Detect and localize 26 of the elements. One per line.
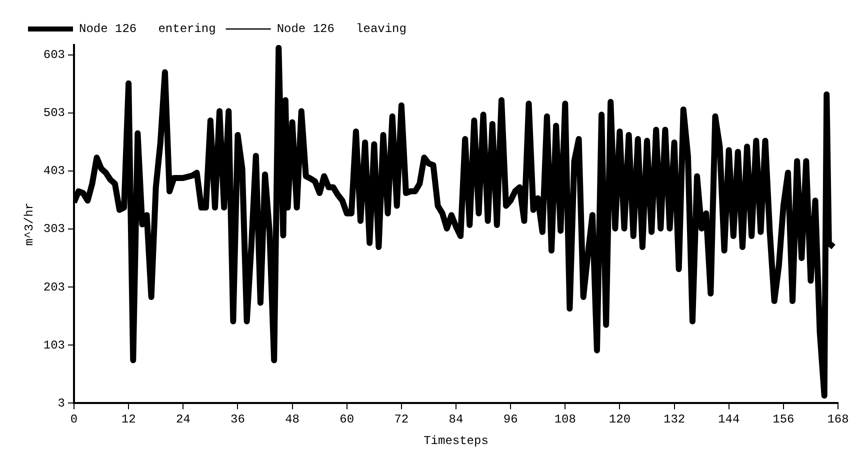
x-axis-title: Timesteps xyxy=(424,434,488,448)
x-tick-label: 168 xyxy=(827,412,849,427)
x-tick-label: 72 xyxy=(394,412,409,427)
y-tick-label: 503 xyxy=(43,106,66,120)
x-tick-label: 12 xyxy=(121,412,136,427)
x-tick-label: 132 xyxy=(663,412,686,427)
legend-label: Node 126 leaving xyxy=(276,22,406,36)
x-tick-label: 24 xyxy=(176,412,190,427)
legend-label: Node 126 entering xyxy=(79,22,216,36)
y-tick-label: 603 xyxy=(43,48,66,62)
x-tick-label: 156 xyxy=(772,412,794,427)
y-axis-title: m^3/hr xyxy=(22,202,36,246)
x-tick-label: 0 xyxy=(70,412,78,427)
y-tick-label: 203 xyxy=(43,280,66,294)
x-tick-label: 48 xyxy=(285,412,300,427)
x-tick-label: 108 xyxy=(554,412,576,427)
x-tick-label: 144 xyxy=(718,412,740,427)
y-tick-label: 103 xyxy=(43,338,66,352)
x-tick-label: 96 xyxy=(503,412,518,427)
y-tick-label: 403 xyxy=(43,164,66,178)
y-tick-label: 3 xyxy=(58,396,66,410)
x-tick-label: 120 xyxy=(608,412,631,427)
x-tick-label: 60 xyxy=(340,412,354,427)
x-tick-label: 36 xyxy=(230,412,245,427)
x-tick-label: 84 xyxy=(448,412,464,427)
y-tick-label: 303 xyxy=(43,222,66,236)
